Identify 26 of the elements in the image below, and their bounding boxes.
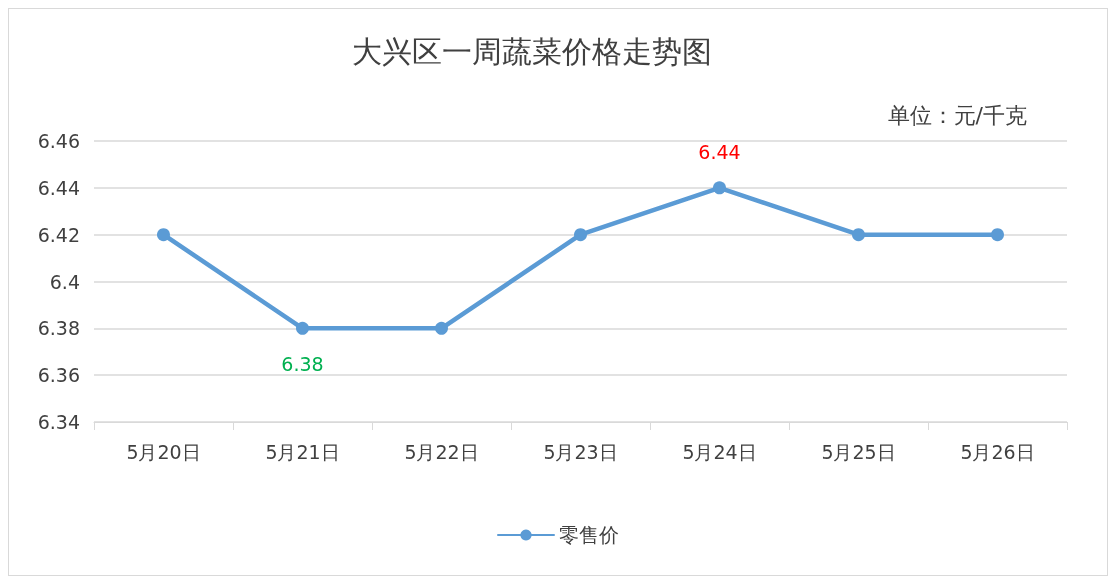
y-tick-label: 6.46 [37,130,80,152]
annotation: 6.38 [281,353,324,376]
y-tick-label: 6.36 [37,364,80,387]
y-tick-label: 6.38 [37,317,80,340]
y-tick-label: 6.42 [37,223,80,246]
y-tick-label: 6.44 [37,176,80,199]
x-tick-label: 5月24日 [682,440,757,463]
point [991,228,1004,242]
x-tick-label: 5月21日 [265,440,340,463]
x-tick-label: 5月22日 [404,440,479,463]
point [713,181,726,195]
x-tick-label: 5月26日 [960,440,1035,463]
x-tick-label: 5月25日 [821,440,896,463]
text: 单位：元/千克 [887,102,1028,128]
point [852,228,865,242]
legend-label: 零售价 [559,523,619,547]
point [435,321,448,335]
y-tick-label: 6.34 [37,411,80,433]
x-tick-label: 5月20日 [126,440,201,463]
x-tick-label: 5月23日 [543,440,618,463]
annotation: 6.44 [698,140,741,163]
point [296,321,309,335]
point [574,228,587,242]
point [157,228,170,242]
y-tick-label: 6.4 [49,270,80,293]
chart-title: 大兴区一周蔬菜价格走势图 [352,33,712,69]
